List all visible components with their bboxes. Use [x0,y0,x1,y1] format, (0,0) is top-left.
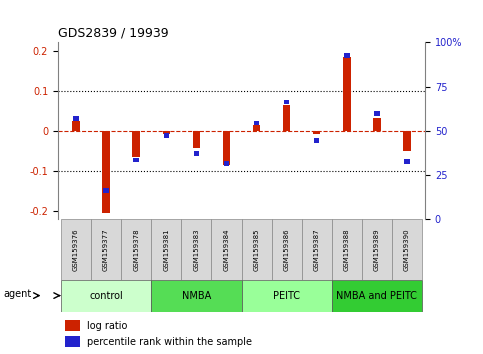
Text: NMBA: NMBA [182,291,211,301]
Bar [73,116,79,120]
Bar [344,53,350,58]
Text: GSM159378: GSM159378 [133,228,139,271]
Bar [132,131,140,157]
Text: GSM159383: GSM159383 [193,228,199,271]
Bar [332,219,362,280]
Bar [162,131,170,134]
Bar [343,57,351,131]
Bar [224,161,229,166]
Bar [151,280,242,312]
Text: GSM159385: GSM159385 [254,228,259,271]
Bar [212,219,242,280]
Text: GSM159386: GSM159386 [284,228,290,271]
Text: GSM159384: GSM159384 [224,228,229,271]
Bar [151,219,181,280]
Bar [181,219,212,280]
Bar [373,118,381,131]
Bar [61,219,91,280]
Bar [133,158,139,162]
Bar [374,111,380,116]
Text: PEITC: PEITC [273,291,300,301]
Bar [193,131,200,148]
Bar [242,280,332,312]
Bar [362,219,392,280]
Bar [302,219,332,280]
Bar [91,219,121,280]
Bar [242,219,271,280]
Text: GSM159389: GSM159389 [374,228,380,271]
Text: GSM159381: GSM159381 [163,228,169,271]
Bar [61,280,151,312]
Text: NMBA and PEITC: NMBA and PEITC [337,291,417,301]
Bar [121,219,151,280]
Bar [102,131,110,213]
Text: log ratio: log ratio [87,321,128,331]
Text: control: control [89,291,123,301]
Bar [65,320,80,331]
Bar [332,280,422,312]
Bar [223,131,230,165]
Bar [72,121,80,131]
Bar [164,133,169,138]
Bar [253,125,260,131]
Text: GSM159387: GSM159387 [314,228,320,271]
Bar [254,120,259,125]
Bar [392,219,422,280]
Bar [314,138,319,143]
Bar [271,219,302,280]
Bar [403,131,411,151]
Bar [313,131,321,134]
Text: percentile rank within the sample: percentile rank within the sample [87,337,252,347]
Bar [283,105,290,131]
Bar [65,336,80,347]
Text: GSM159376: GSM159376 [73,228,79,271]
Bar [284,99,289,104]
Bar [103,188,109,193]
Text: GSM159377: GSM159377 [103,228,109,271]
Bar [404,159,410,164]
Text: GDS2839 / 19939: GDS2839 / 19939 [58,27,169,40]
Text: GSM159388: GSM159388 [344,228,350,271]
Bar [194,151,199,156]
Text: agent: agent [4,289,32,299]
Text: GSM159390: GSM159390 [404,228,410,271]
